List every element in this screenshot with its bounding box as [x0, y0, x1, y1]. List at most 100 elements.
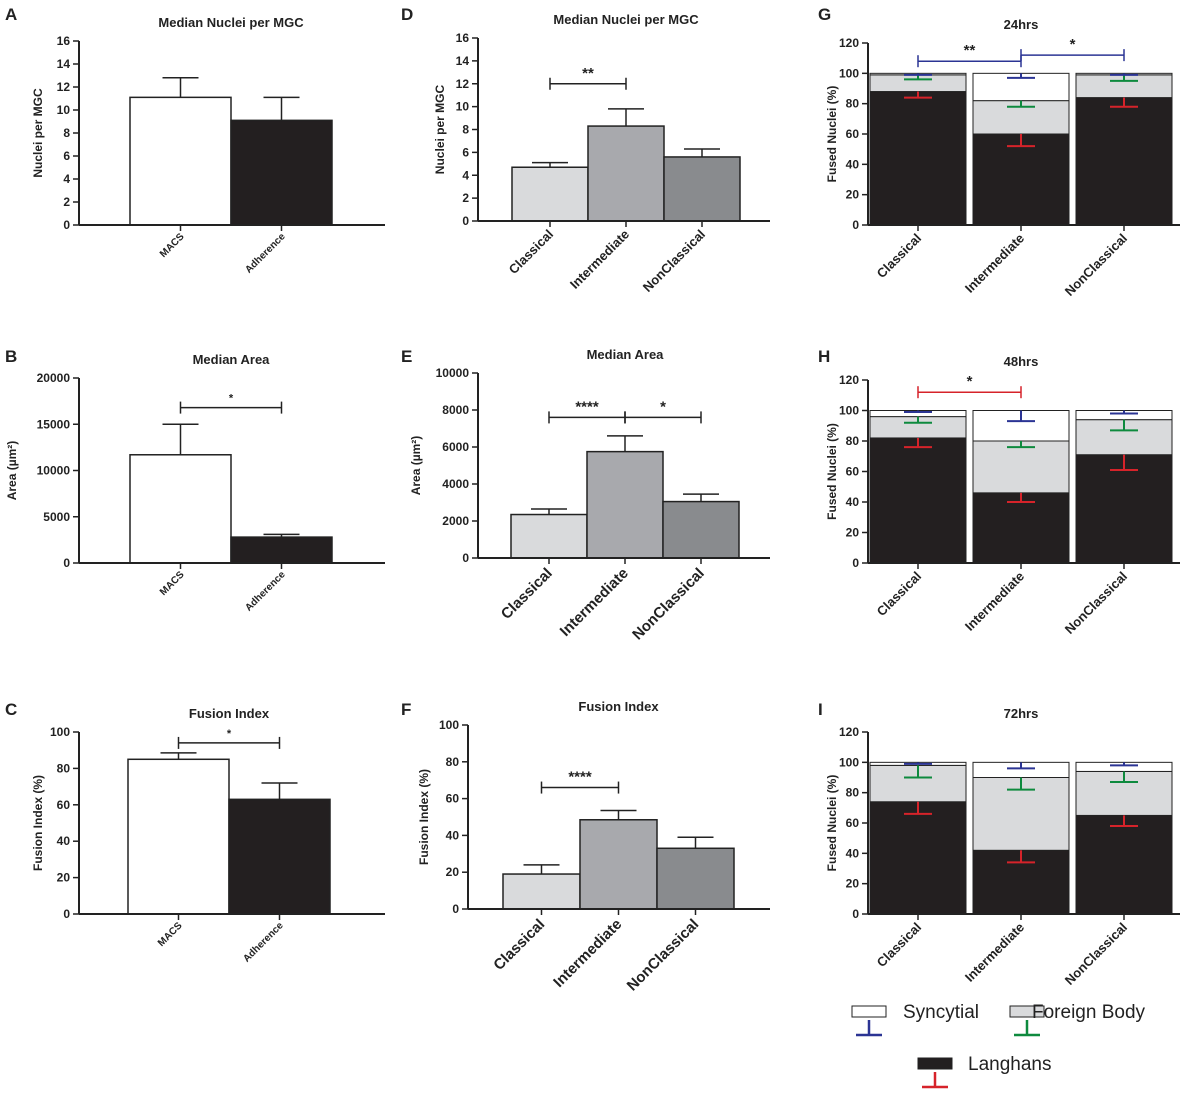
- y-tick-label: 12: [57, 80, 71, 94]
- y-tick-label: 2: [462, 191, 469, 205]
- bar-segment-langhans: [1076, 815, 1172, 914]
- significance-label: **: [582, 65, 594, 82]
- panel-f: F Fusion Index Fusion Index (%) 0 20 40 60 80 10…: [401, 699, 770, 994]
- y-tick-label: 40: [846, 846, 860, 860]
- y-tick-label: 15000: [37, 417, 71, 431]
- x-tick-label: Classical: [498, 565, 556, 623]
- y-tick-label: 8: [462, 123, 469, 137]
- bar-macs: [130, 455, 231, 563]
- y-axis-label: Fused Nuclei (%): [825, 423, 839, 520]
- y-tick-label: 40: [57, 834, 71, 848]
- y-tick-label: 10000: [436, 366, 470, 380]
- y-tick-label: 10: [456, 100, 470, 114]
- y-tick-label: 0: [852, 907, 859, 921]
- x-tick-label: Intermediate: [962, 569, 1027, 634]
- bar-segment-foreign-body: [973, 441, 1069, 493]
- y-tick-label: 80: [846, 786, 860, 800]
- panel-label: I: [818, 700, 823, 719]
- x-tick-label: Intermediate: [557, 565, 632, 640]
- y-tick-label: 20: [846, 188, 860, 202]
- panel-label: D: [401, 5, 413, 24]
- y-tick-label: 0: [63, 556, 70, 570]
- x-tick-label: Intermediate: [567, 227, 632, 292]
- bar-segment-langhans: [870, 802, 966, 914]
- y-tick-label: 16: [456, 31, 470, 45]
- significance-label: *: [660, 398, 666, 415]
- y-tick-label: 0: [852, 556, 859, 570]
- y-tick-label: 6000: [442, 440, 469, 454]
- panels: A Median Nuclei per MGC Nuclei per MGC 0 2 4 6…: [5, 5, 1180, 994]
- y-tick-label: 100: [839, 404, 859, 418]
- significance-label: ****: [575, 398, 599, 415]
- y-tick-label: 0: [63, 218, 70, 232]
- bar-macs: [128, 759, 229, 914]
- y-tick-label: 100: [839, 66, 859, 80]
- bar-classical: [511, 515, 587, 558]
- y-tick-label: 10000: [37, 464, 71, 478]
- y-tick-label: 0: [452, 902, 459, 916]
- chart-title: Median Nuclei per MGC: [553, 12, 699, 27]
- bar-segment-langhans: [973, 493, 1069, 563]
- bar-nonclassical: [664, 157, 740, 221]
- y-tick-label: 80: [57, 761, 71, 775]
- legend-label: Syncytial: [903, 1002, 979, 1023]
- y-tick-label: 0: [852, 218, 859, 232]
- x-tick-label: NonClassical: [640, 227, 708, 295]
- panel-i: I 72hrs Fused Nuclei (%) 0 20 40 60 80 100 120 Cla…: [818, 700, 1180, 988]
- panel-h: H 48hrs Fused Nuclei (%) 0 20 40 60 80 100 120 Cla…: [818, 347, 1180, 637]
- y-axis-label: Area (µm²): [5, 441, 19, 501]
- y-tick-label: 0: [462, 214, 469, 228]
- y-tick-label: 100: [839, 755, 859, 769]
- bar-macs: [130, 97, 231, 225]
- significance-label: *: [229, 393, 234, 405]
- y-tick-label: 100: [50, 725, 70, 739]
- y-tick-label: 60: [57, 798, 71, 812]
- y-tick-label: 120: [839, 36, 859, 50]
- y-tick-label: 4000: [442, 477, 469, 491]
- bar-classical: [503, 874, 580, 909]
- x-tick-label: NonClassical: [1062, 231, 1130, 299]
- x-tick-label: Adherence: [243, 569, 288, 614]
- chart-title: Median Area: [193, 352, 271, 367]
- bar-intermediate: [580, 820, 657, 909]
- y-tick-label: 40: [446, 828, 460, 842]
- x-tick-label: Classical: [874, 231, 924, 281]
- y-axis-label: Fusion Index (%): [417, 769, 431, 865]
- legend-item-foreign-body: Foreign Body: [1010, 1002, 1146, 1035]
- y-tick-label: 2: [63, 195, 70, 209]
- legend-label: Foreign Body: [1032, 1002, 1146, 1023]
- x-tick-label: NonClassical: [624, 916, 703, 995]
- chart-title: 48hrs: [1004, 354, 1039, 369]
- y-tick-label: 120: [839, 725, 859, 739]
- chart-title: Fusion Index: [578, 699, 659, 714]
- y-tick-label: 16: [57, 34, 71, 48]
- panel-label: F: [401, 700, 411, 719]
- bar-segment-langhans: [973, 134, 1069, 225]
- x-tick-label: NonClassical: [1062, 569, 1130, 637]
- panel-label: E: [401, 347, 412, 366]
- y-tick-label: 120: [839, 373, 859, 387]
- x-tick-label: MACS: [158, 569, 187, 598]
- significance-label: **: [964, 42, 976, 59]
- significance-label: ****: [568, 769, 592, 786]
- panel-label: A: [5, 5, 17, 24]
- legend-item-syncytial: Syncytial: [852, 1002, 979, 1035]
- y-tick-label: 20: [57, 871, 71, 885]
- x-tick-label: Intermediate: [962, 231, 1027, 296]
- y-tick-label: 60: [446, 792, 460, 806]
- x-tick-label: MACS: [156, 920, 185, 949]
- legend-item-langhans: Langhans: [918, 1054, 1051, 1087]
- y-axis-label: Fused Nuclei (%): [825, 775, 839, 872]
- panel-c: C Fusion Index Fusion Index (%) 0 20 40 60 80 10…: [5, 700, 385, 965]
- x-tick-label: NonClassical: [1062, 920, 1130, 988]
- y-tick-label: 60: [846, 127, 860, 141]
- legend-label: Langhans: [968, 1054, 1051, 1075]
- bar-segment-langhans: [870, 92, 966, 225]
- y-axis-label: Nuclei per MGC: [433, 84, 447, 174]
- y-tick-label: 20000: [37, 371, 71, 385]
- x-tick-label: Classical: [490, 916, 548, 974]
- y-tick-label: 20: [846, 877, 860, 891]
- x-tick-label: Intermediate: [550, 916, 625, 991]
- bar-intermediate: [588, 126, 664, 221]
- y-tick-label: 6: [462, 145, 469, 159]
